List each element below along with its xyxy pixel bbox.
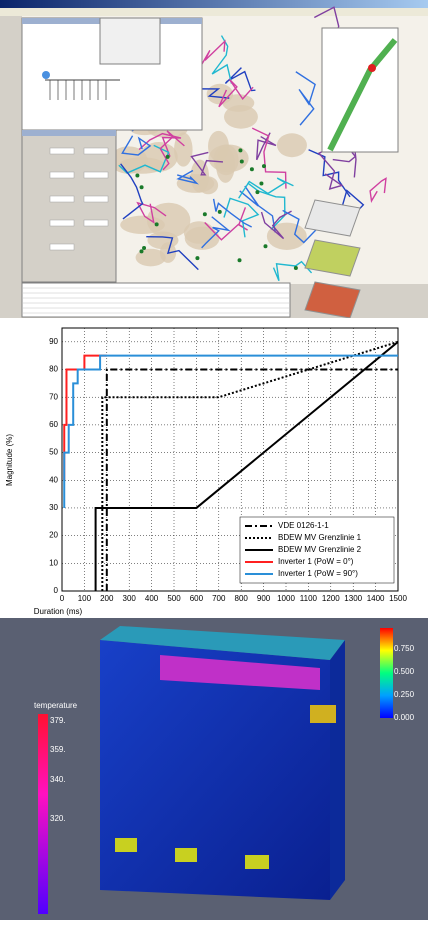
x-tick-label: 700 — [212, 594, 226, 603]
legend-label: BDEW MV Grenzlinie 1 — [278, 533, 362, 542]
node — [135, 173, 139, 177]
x-tick-label: 0 — [60, 594, 65, 603]
y-tick-label: 90 — [49, 337, 58, 346]
legend-title: temperature — [34, 701, 78, 710]
field — [50, 148, 74, 154]
field — [50, 196, 74, 202]
node — [238, 258, 242, 262]
town-area — [207, 84, 233, 105]
town-area — [224, 105, 258, 129]
node — [259, 181, 263, 185]
colorbar-label: 359. — [50, 745, 66, 754]
menu-bar — [0, 8, 428, 16]
field — [50, 220, 74, 226]
x-tick-label: 400 — [145, 594, 159, 603]
field — [50, 172, 74, 178]
town-area — [216, 147, 235, 183]
node — [255, 190, 259, 194]
hot-spot — [115, 838, 137, 852]
node — [294, 266, 298, 270]
colorbar-label: 379. — [50, 716, 66, 725]
x-tick-label: 1300 — [344, 594, 362, 603]
overview-marker — [368, 64, 376, 72]
hot-spot — [175, 848, 197, 862]
legend-label: Inverter 1 (PoW = 90°) — [278, 569, 358, 578]
node — [250, 167, 254, 171]
y-tick-label: 60 — [49, 420, 58, 429]
page: Duration (ms) Magnitude (%) 010020030040… — [0, 0, 428, 920]
colorbar-label: 0.000 — [394, 713, 415, 722]
field — [50, 244, 74, 250]
x-tick-label: 1400 — [367, 594, 385, 603]
node — [262, 164, 266, 168]
y-tick-label: 70 — [49, 392, 58, 401]
composite: Duration (ms) Magnitude (%) 010020030040… — [0, 0, 428, 920]
field — [84, 172, 108, 178]
x-axis-label: Duration (ms) — [34, 607, 83, 616]
title-bar — [0, 0, 428, 8]
left-colorbar — [38, 714, 48, 914]
y-tick-label: 50 — [49, 448, 58, 457]
simulation-render: temperature 0.750 0.500 0.250 0.000 379. 359.… — [0, 618, 428, 920]
legend-label: Inverter 1 (PoW = 0°) — [278, 557, 354, 566]
x-tick-label: 300 — [123, 594, 137, 603]
node — [142, 246, 146, 250]
y-tick-label: 10 — [49, 558, 58, 567]
x-tick-label: 100 — [78, 594, 92, 603]
node — [263, 244, 267, 248]
x-tick-label: 1000 — [277, 594, 295, 603]
right-colorbar — [380, 628, 393, 718]
node — [203, 212, 207, 216]
x-tick-label: 1500 — [389, 594, 407, 603]
colorbar-label: 0.500 — [394, 667, 415, 676]
y-axis-label: Magnitude (%) — [5, 434, 14, 486]
node — [166, 155, 170, 159]
node — [218, 210, 222, 214]
x-tick-label: 800 — [235, 594, 249, 603]
node — [155, 222, 159, 226]
legend-label: VDE 0126-1-1 — [278, 521, 329, 530]
node — [238, 148, 242, 152]
context-menu — [100, 18, 160, 64]
x-tick-label: 1200 — [322, 594, 340, 603]
town-area — [277, 133, 307, 157]
y-tick-label: 0 — [54, 586, 59, 595]
node — [139, 249, 143, 253]
y-tick-label: 20 — [49, 531, 58, 540]
node — [140, 185, 144, 189]
hot-spot — [310, 705, 336, 723]
box-side — [330, 640, 345, 900]
field — [84, 196, 108, 202]
field — [84, 220, 108, 226]
colorbar-label: 340. — [50, 775, 66, 784]
y-tick-label: 40 — [49, 475, 58, 484]
node — [240, 159, 244, 163]
schematic-source — [42, 71, 50, 79]
panel-title — [22, 130, 116, 136]
y-tick-label: 30 — [49, 503, 58, 512]
colorbar-label: 320. — [50, 814, 66, 823]
x-tick-label: 200 — [100, 594, 114, 603]
x-tick-label: 900 — [257, 594, 271, 603]
colorbar-label: 0.750 — [394, 644, 415, 653]
y-tick-label: 80 — [49, 365, 58, 374]
hot-spot — [245, 855, 269, 869]
x-tick-label: 1100 — [300, 594, 318, 603]
gis-screenshot — [0, 0, 428, 318]
x-tick-label: 500 — [167, 594, 181, 603]
town-area — [140, 142, 178, 172]
node — [195, 256, 199, 260]
colorbar-label: 0.250 — [394, 690, 415, 699]
legend-label: BDEW MV Grenzlinie 2 — [278, 545, 362, 554]
x-tick-label: 600 — [190, 594, 204, 603]
field — [84, 148, 108, 154]
